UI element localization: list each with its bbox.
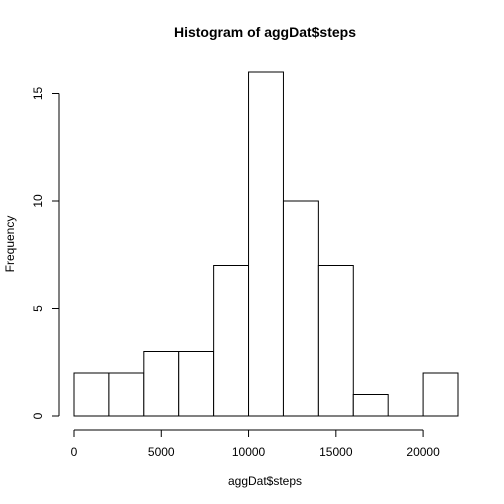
chart-title: Histogram of aggDat$steps: [174, 24, 356, 40]
y-axis-label: Frequency: [3, 216, 17, 273]
y-tick-label: 0: [31, 412, 45, 419]
histogram-bar-1: [108, 372, 145, 417]
histogram-bar-0: [73, 372, 110, 417]
y-tick-label: 15: [31, 87, 45, 101]
histogram-bar-8: [352, 394, 389, 417]
y-tick-label: 10: [31, 194, 45, 208]
histogram-bar-3: [178, 351, 215, 417]
histogram-bar-6: [282, 200, 319, 417]
histogram-bar-5: [248, 71, 284, 417]
histogram-bar-4: [213, 265, 250, 417]
histogram-bar-10: [422, 372, 459, 417]
histogram-bar-2: [143, 351, 180, 417]
bars-group: [73, 71, 459, 417]
x-tick-label: 10000: [232, 445, 266, 459]
x-tick-label: 15000: [319, 445, 353, 459]
y-axis: 0 5 10 15: [31, 87, 60, 419]
x-tick-label: 5000: [148, 445, 175, 459]
x-axis: 0 5000 10000 15000 20000: [71, 429, 440, 459]
histogram-bar-7: [317, 265, 354, 417]
x-tick-label: 20000: [406, 445, 440, 459]
y-tick-label: 5: [31, 305, 45, 312]
x-tick-label: 0: [71, 445, 78, 459]
x-axis-label: aggDat$steps: [228, 474, 302, 488]
